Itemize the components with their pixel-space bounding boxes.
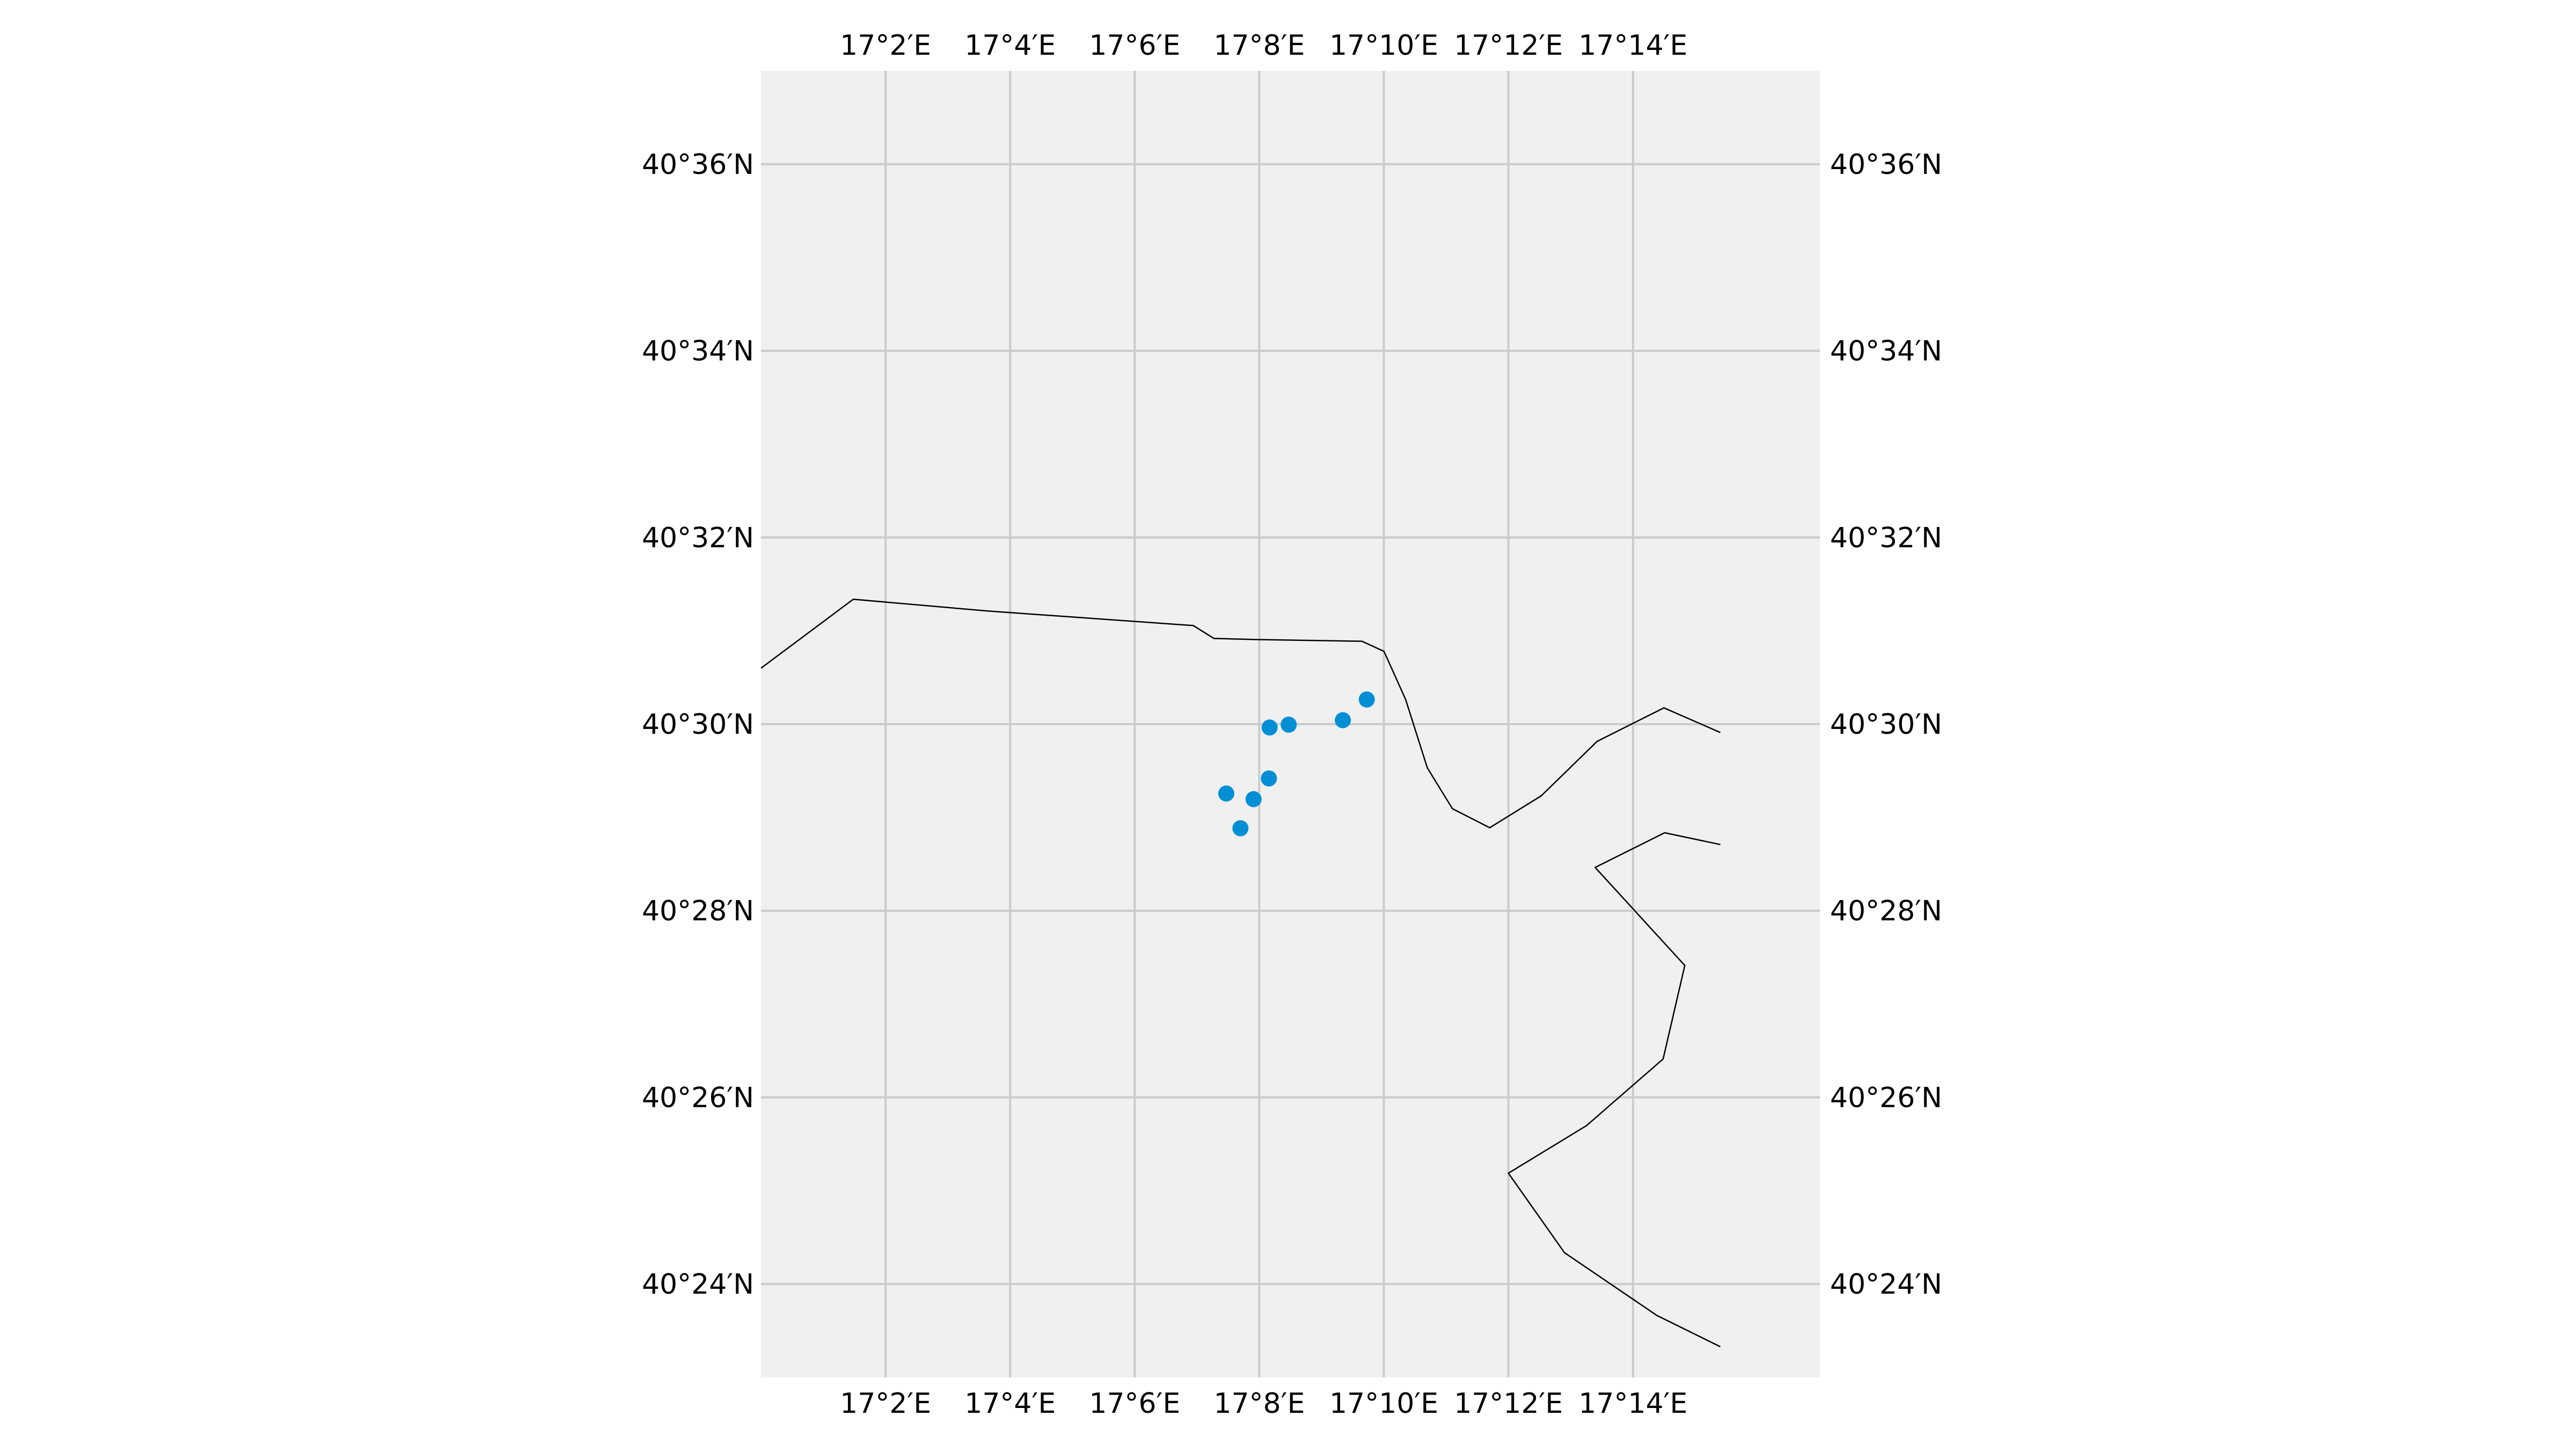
south-coast-line <box>1507 832 1721 1348</box>
data-point <box>1232 820 1249 836</box>
north-coast-line <box>760 599 1721 829</box>
top-longitude-label: 17°2′E <box>840 30 931 62</box>
right-latitude-label: 40°32′N <box>1830 522 1942 554</box>
top-longitude-label: 17°8′E <box>1214 30 1305 62</box>
top-longitude-label: 17°12′E <box>1454 30 1563 62</box>
left-latitude-label: 40°32′N <box>642 522 754 554</box>
bottom-longitude-label: 17°6′E <box>1089 1388 1180 1420</box>
left-latitude-label: 40°26′N <box>642 1082 754 1114</box>
right-latitude-label: 40°28′N <box>1830 895 1942 928</box>
right-latitude-label: 40°36′N <box>1830 149 1942 181</box>
left-latitude-label: 40°28′N <box>642 895 754 928</box>
bottom-longitude-label: 17°12′E <box>1454 1388 1563 1420</box>
graticule-labels: 17°2′E 17°2′E 17°4′E 17°4′E 17°6′E 17°6′E 17°8… <box>642 30 1942 1420</box>
left-latitude-label: 40°30′N <box>642 709 754 741</box>
data-point <box>1245 791 1262 807</box>
coastlines <box>760 599 1721 1348</box>
bottom-longitude-label: 17°8′E <box>1214 1388 1305 1420</box>
top-longitude-label: 17°14′E <box>1578 30 1687 62</box>
bottom-longitude-label: 17°2′E <box>840 1388 931 1420</box>
top-longitude-label: 17°4′E <box>964 30 1056 62</box>
left-latitude-label: 40°34′N <box>642 335 754 368</box>
left-latitude-label: 40°36′N <box>642 149 754 181</box>
top-longitude-label: 17°6′E <box>1089 30 1180 62</box>
data-point <box>1335 712 1351 728</box>
data-point <box>1218 785 1234 802</box>
right-latitude-label: 40°30′N <box>1830 709 1942 741</box>
right-latitude-label: 40°34′N <box>1830 335 1942 368</box>
right-latitude-label: 40°24′N <box>1830 1268 1942 1301</box>
bottom-longitude-label: 17°4′E <box>964 1388 1056 1420</box>
data-point <box>1261 719 1278 736</box>
bottom-longitude-label: 17°14′E <box>1578 1388 1687 1420</box>
data-point <box>1280 717 1297 733</box>
data-points <box>1218 691 1375 836</box>
data-point <box>1261 770 1277 787</box>
right-latitude-label: 40°26′N <box>1830 1082 1942 1114</box>
left-latitude-label: 40°24′N <box>642 1268 754 1301</box>
bottom-longitude-label: 17°10′E <box>1329 1388 1438 1420</box>
top-longitude-label: 17°10′E <box>1329 30 1438 62</box>
data-point <box>1358 691 1375 708</box>
